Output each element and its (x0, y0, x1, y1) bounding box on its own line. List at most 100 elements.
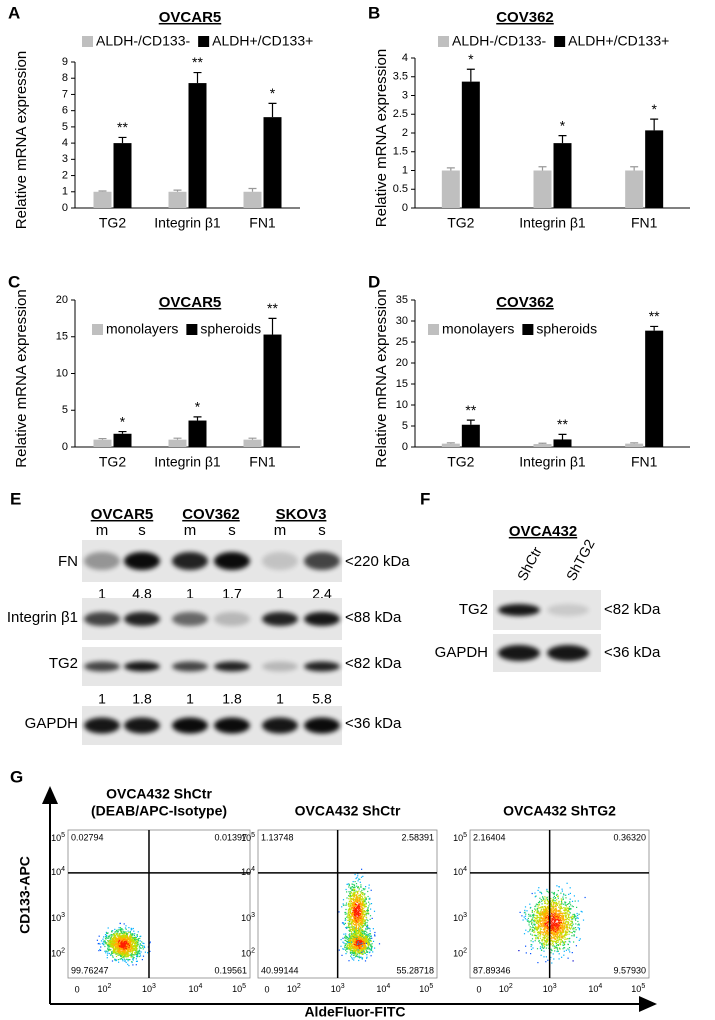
event (354, 946, 356, 948)
event (120, 947, 122, 949)
event (543, 935, 545, 937)
event (360, 920, 362, 922)
event (538, 926, 540, 928)
event (351, 946, 353, 948)
event (357, 946, 359, 948)
event (134, 939, 137, 941)
event (347, 941, 349, 943)
event (349, 891, 352, 893)
event (113, 944, 115, 946)
event (567, 948, 569, 950)
event (555, 932, 557, 934)
event (355, 926, 357, 929)
x-tick-label: Integrin β1 (154, 215, 221, 231)
event (114, 938, 116, 940)
event (359, 897, 361, 899)
event (553, 936, 555, 938)
event (537, 912, 539, 914)
quantification: 1 (98, 691, 106, 707)
event (362, 936, 364, 939)
event (344, 911, 346, 914)
event (360, 948, 362, 950)
event (541, 912, 543, 915)
event (356, 949, 358, 951)
event (545, 910, 547, 912)
event (360, 943, 362, 945)
event (358, 940, 360, 942)
event (348, 927, 350, 929)
event (362, 944, 364, 946)
event (108, 952, 110, 955)
event (130, 955, 132, 957)
event (357, 936, 359, 939)
event (563, 941, 565, 943)
event (367, 895, 369, 898)
event (341, 954, 343, 956)
event (363, 900, 365, 902)
event (112, 951, 115, 954)
event (553, 940, 555, 942)
event (358, 949, 360, 952)
event (353, 893, 355, 895)
event (567, 929, 569, 931)
event (534, 917, 536, 919)
event (361, 949, 363, 951)
event (358, 918, 360, 920)
event (522, 919, 524, 921)
event (135, 951, 137, 954)
event (565, 915, 567, 917)
event (363, 939, 365, 941)
event (369, 933, 371, 935)
event (352, 895, 354, 897)
event (543, 927, 545, 930)
event (349, 933, 351, 935)
event (351, 924, 353, 926)
event (355, 951, 357, 953)
event (559, 928, 561, 930)
event (106, 932, 108, 934)
event (570, 920, 572, 922)
event (554, 919, 556, 921)
event (127, 963, 129, 965)
significance: * (468, 51, 474, 67)
event (139, 947, 141, 949)
y-tick-label: 15 (396, 378, 408, 390)
event (364, 960, 367, 962)
event (346, 916, 348, 918)
event (344, 947, 346, 949)
event (371, 946, 373, 948)
event (563, 925, 565, 927)
event (367, 938, 369, 940)
significance: * (195, 399, 201, 415)
event (134, 933, 136, 935)
event (555, 926, 557, 929)
event (368, 942, 370, 944)
event (349, 947, 351, 949)
event (526, 910, 528, 912)
event (138, 947, 140, 949)
event (553, 905, 555, 908)
event (358, 916, 360, 918)
event (120, 937, 122, 939)
event (564, 931, 566, 933)
event (354, 952, 356, 954)
event (344, 904, 346, 906)
x-tick-label: FN1 (249, 454, 276, 470)
events (518, 882, 586, 964)
event (571, 922, 573, 924)
lane-label: m (274, 522, 287, 539)
event (361, 930, 363, 932)
event (356, 894, 358, 896)
event (371, 949, 373, 951)
event (543, 931, 545, 933)
event (562, 944, 564, 946)
event (557, 911, 559, 913)
event (361, 951, 363, 953)
event (524, 915, 527, 917)
tick-exponent: 2 (463, 947, 467, 954)
event (353, 921, 355, 923)
event (537, 902, 540, 904)
event (571, 927, 573, 929)
event (556, 929, 559, 931)
